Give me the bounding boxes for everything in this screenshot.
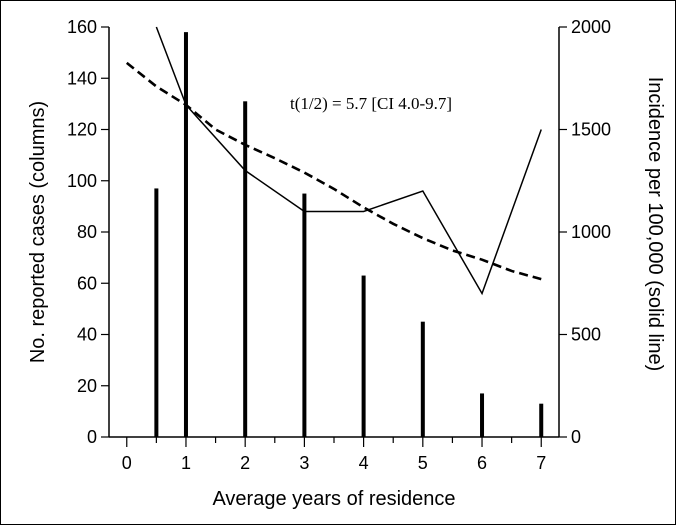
left-y-axis-label: No. reported cases (columns) xyxy=(27,101,49,363)
half-life-annotation: t(1/2) = 5.7 [CI 4.0-9.7] xyxy=(290,94,452,113)
x-tick-label: 2 xyxy=(240,453,250,473)
right-y-tick-label: 1000 xyxy=(571,222,611,242)
right-y-tick-label: 2000 xyxy=(571,17,611,37)
left-y-tick-label: 20 xyxy=(77,376,97,396)
right-y-tick-label: 1500 xyxy=(571,120,611,140)
fitted-decay-curve xyxy=(125,61,542,281)
left-y-tick-label: 100 xyxy=(67,171,97,191)
right-y-tick-label: 0 xyxy=(571,427,581,447)
axes: 0 20 40 60 80 100 120 140 160 0 500 1000 1500 2000 0 1 2… xyxy=(67,17,611,473)
left-y-tick-label: 140 xyxy=(67,68,97,88)
case-count-bar xyxy=(361,275,366,437)
case-count-bar xyxy=(420,321,425,437)
left-y-tick-label: 80 xyxy=(77,222,97,242)
x-tick-label: 6 xyxy=(477,453,487,473)
plot-area xyxy=(125,26,544,437)
case-count-bar xyxy=(539,403,544,437)
case-count-bar xyxy=(154,188,159,437)
incidence-line xyxy=(155,26,542,296)
case-count-bar xyxy=(302,193,307,437)
right-y-axis-label: Incidence per 100,000 (solid line) xyxy=(644,77,666,372)
x-axis-label: Average years of residence xyxy=(212,488,455,510)
right-y-tick-label: 500 xyxy=(571,325,601,345)
left-y-tick-label: 120 xyxy=(67,120,97,140)
case-count-bar xyxy=(480,393,485,437)
left-y-tick-label: 160 xyxy=(67,17,97,37)
case-count-bar xyxy=(243,101,248,437)
x-tick-label: 4 xyxy=(359,453,369,473)
left-y-tick-label: 60 xyxy=(77,273,97,293)
x-tick-label: 7 xyxy=(536,453,546,473)
x-tick-label: 5 xyxy=(418,453,428,473)
case-count-bar xyxy=(183,32,188,437)
left-y-tick-label: 40 xyxy=(77,325,97,345)
x-tick-label: 0 xyxy=(122,453,132,473)
x-tick-label: 1 xyxy=(181,453,191,473)
x-tick-label: 3 xyxy=(299,453,309,473)
left-y-tick-label: 0 xyxy=(87,427,97,447)
